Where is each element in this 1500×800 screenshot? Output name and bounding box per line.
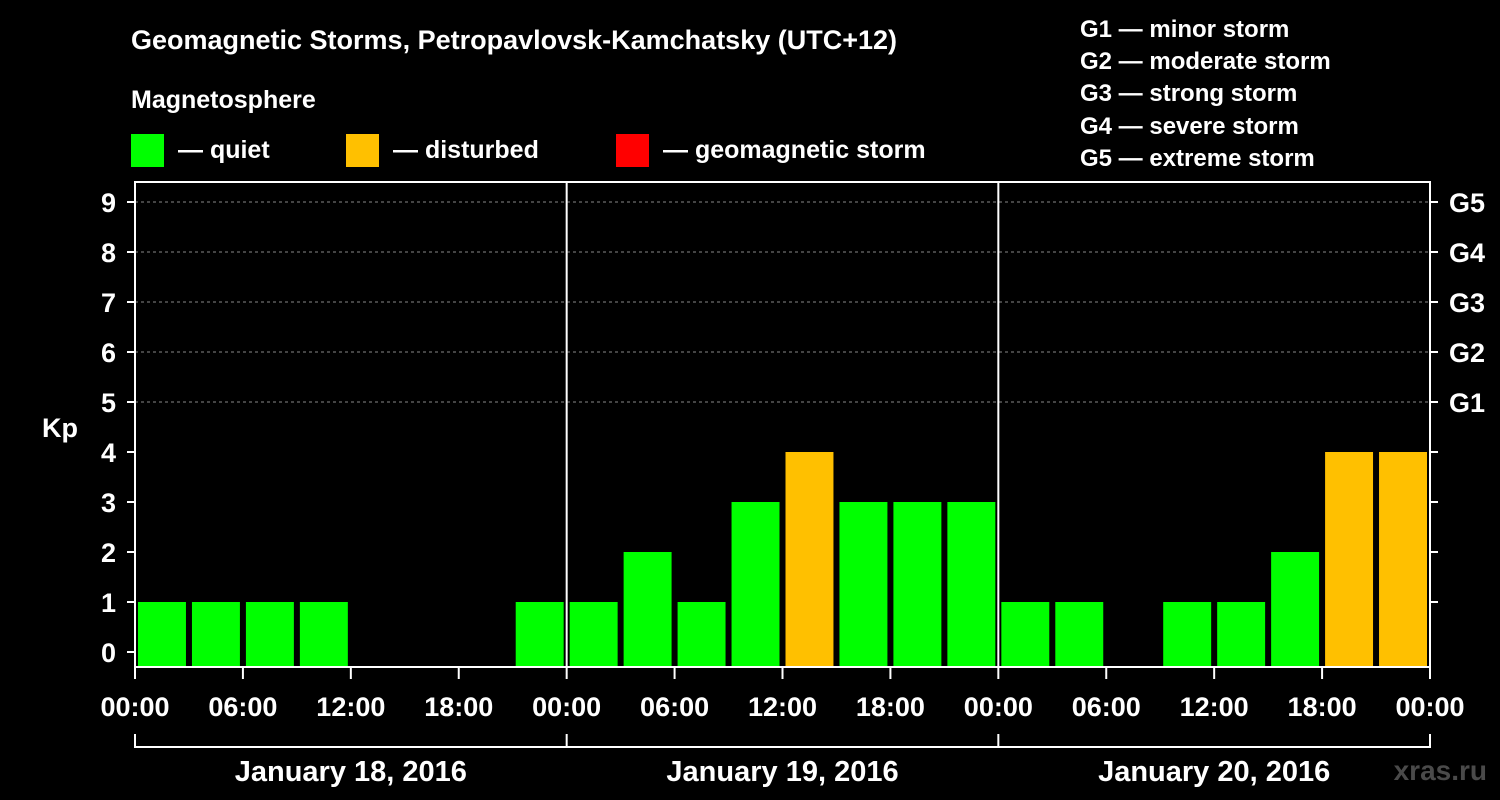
g-scale-item: G4 — severe storm bbox=[1080, 112, 1299, 140]
kp-bar bbox=[1325, 452, 1374, 667]
kp-bar bbox=[1001, 602, 1050, 667]
x-tick-label: 12:00 bbox=[1180, 692, 1249, 722]
y-tick-label: 6 bbox=[101, 338, 116, 368]
kp-bar bbox=[1163, 602, 1212, 667]
kp-bar bbox=[1379, 452, 1427, 667]
y-tick-label: 2 bbox=[101, 538, 116, 568]
plot-frame bbox=[134, 181, 1431, 668]
g-level-label: G4 bbox=[1449, 238, 1485, 268]
y-axis-label: Kp bbox=[42, 413, 78, 443]
y-tick-label: 4 bbox=[101, 438, 116, 468]
x-tick-label: 06:00 bbox=[640, 692, 709, 722]
g-scale-legend: G1 — minor storm G2 — moderate storm G3 … bbox=[1080, 14, 1331, 175]
legend-storm: — geomagnetic storm bbox=[616, 133, 926, 167]
g-scale-item: G3 — strong storm bbox=[1080, 80, 1298, 108]
kp-bar bbox=[299, 602, 348, 667]
g-scale-item: G2 — moderate storm bbox=[1080, 48, 1331, 76]
kp-bar bbox=[515, 602, 564, 667]
g-scale-item: G1 — minor storm bbox=[1080, 16, 1290, 43]
kp-bar bbox=[1055, 602, 1104, 667]
y-tick-label: 5 bbox=[101, 388, 116, 418]
kp-bar bbox=[785, 452, 834, 667]
legend-swatch-disturbed bbox=[346, 133, 379, 167]
day-label: January 18, 2016 bbox=[235, 756, 467, 788]
y-tick-label: 9 bbox=[101, 188, 116, 218]
g-level-label: G2 bbox=[1449, 338, 1485, 368]
kp-bar bbox=[839, 502, 888, 667]
legend-label-quiet: — quiet bbox=[178, 135, 270, 164]
watermark: xras.ru bbox=[1393, 755, 1487, 786]
legend-label-storm: — geomagnetic storm bbox=[663, 135, 926, 164]
x-tick-label: 00:00 bbox=[964, 692, 1033, 722]
kp-bar bbox=[1217, 602, 1266, 667]
legend-label-disturbed: — disturbed bbox=[393, 135, 539, 164]
y-tick-label: 1 bbox=[101, 588, 116, 618]
x-tick-label: 06:00 bbox=[208, 692, 277, 722]
chart-title: Geomagnetic Storms, Petropavlovsk-Kamcha… bbox=[131, 25, 898, 55]
kp-bar bbox=[245, 602, 294, 667]
kp-bar bbox=[893, 502, 942, 667]
legend-disturbed: — disturbed bbox=[346, 133, 539, 167]
x-tick-label: 06:00 bbox=[1072, 692, 1141, 722]
day-label: January 20, 2016 bbox=[1098, 756, 1330, 788]
y-tick-label: 3 bbox=[101, 488, 116, 518]
y-tick-label: 8 bbox=[101, 238, 116, 268]
kp-bar bbox=[191, 602, 240, 667]
x-tick-label: 00:00 bbox=[532, 692, 601, 722]
kp-bar bbox=[569, 602, 618, 667]
x-tick-label: 12:00 bbox=[316, 692, 385, 722]
g-scale-item: G5 — extreme storm bbox=[1080, 144, 1315, 172]
x-tick-label: 12:00 bbox=[748, 692, 817, 722]
y-tick-label: 7 bbox=[101, 288, 116, 318]
x-tick-label: 18:00 bbox=[1288, 692, 1357, 722]
g-level-label: G5 bbox=[1449, 188, 1485, 218]
legend-heading: Magnetosphere bbox=[131, 86, 316, 114]
kp-bar bbox=[138, 602, 186, 667]
legend-swatch-quiet bbox=[131, 133, 164, 167]
legend-quiet: — quiet bbox=[131, 133, 270, 167]
x-tick-label: 18:00 bbox=[424, 692, 493, 722]
kp-bar bbox=[623, 552, 672, 667]
kp-bar bbox=[1271, 552, 1320, 667]
legend-swatch-storm bbox=[616, 133, 649, 167]
g-level-label: G1 bbox=[1449, 388, 1485, 418]
x-tick-label: 00:00 bbox=[1395, 692, 1464, 722]
y-tick-label: 0 bbox=[101, 638, 116, 668]
day-label: January 19, 2016 bbox=[666, 756, 898, 788]
kp-bar bbox=[731, 502, 780, 667]
x-tick-label: 18:00 bbox=[856, 692, 925, 722]
kp-bar bbox=[947, 502, 996, 667]
x-tick-label: 00:00 bbox=[100, 692, 169, 722]
kp-bar bbox=[677, 602, 726, 667]
g-level-label: G3 bbox=[1449, 288, 1485, 318]
